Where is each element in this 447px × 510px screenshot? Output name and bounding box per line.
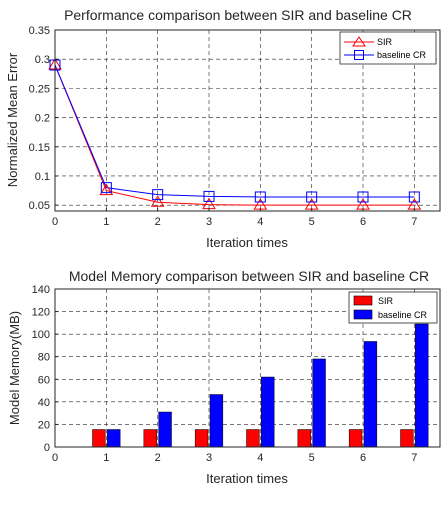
baseline-cr-bar [209, 394, 224, 448]
x-tick-label: 0 [52, 452, 58, 464]
bar-chart-panel: Model Memory comparison between SIR and … [7, 268, 441, 486]
series-line-baseline-cr [54, 64, 415, 198]
legend-sir-bar-label: SIR [378, 296, 394, 306]
x-tick-label: 3 [206, 452, 212, 464]
sir-bar [194, 429, 209, 448]
y-tick-label: 0.35 [29, 25, 50, 37]
y-tick-label: 0.05 [29, 200, 50, 212]
baseline-cr-data-point [100, 182, 112, 194]
baseline-cr-bar [363, 341, 378, 448]
line-chart-frame [54, 29, 441, 212]
line-chart-legend-box [339, 31, 437, 65]
baseline-cr-data-point [203, 190, 215, 202]
bar-chart-bars-group [92, 323, 429, 448]
x-tick-label: 2 [155, 216, 161, 228]
x-tick-label: 4 [257, 216, 263, 228]
legend-sir-triangle-marker [352, 36, 366, 47]
sir-data-point [99, 183, 114, 196]
x-tick-label: 7 [411, 452, 417, 464]
y-tick-label: 100 [32, 329, 50, 341]
legend-baseline-label: baseline CR [377, 50, 427, 60]
baseline-cr-data-point [152, 189, 164, 201]
x-tick-label: 6 [360, 216, 366, 228]
baseline-cr-data-point [357, 191, 369, 203]
x-tick-label: 6 [360, 452, 366, 464]
y-tick-label: 60 [38, 374, 50, 386]
y-tick-label: 140 [32, 284, 50, 296]
sir-bar [297, 429, 311, 448]
line-chart-ticks: 0 1 2 3 4 5 6 7 0.05 0.1 0.15 0.2 0.25 0.3 0.35 [29, 25, 418, 228]
bar-chart-legend: SIR baseline CR [348, 291, 438, 324]
y-tick-label: 0.2 [35, 113, 50, 125]
line-chart-grid [55, 30, 440, 211]
x-tick-label: 4 [257, 452, 263, 464]
x-tick-label: 7 [411, 216, 417, 228]
line-chart-panel: Performance comparison between SIR and b… [5, 7, 441, 250]
series-line-sir [54, 64, 415, 206]
y-tick-label: 0.3 [35, 54, 50, 66]
y-tick-label: 120 [32, 307, 50, 319]
y-tick-label: 20 [38, 419, 50, 431]
sir-bar [92, 429, 106, 448]
legend-sir-swatch [353, 295, 373, 306]
x-tick-label: 2 [155, 452, 161, 464]
baseline-cr-data-point [408, 191, 420, 203]
bar-chart-title: Model Memory comparison between SIR and … [69, 268, 429, 284]
y-tick-label: 0.1 [35, 171, 50, 183]
line-chart-title: Performance comparison between SIR and b… [64, 7, 412, 23]
y-tick-label: 0 [44, 442, 50, 454]
bar-chart-y-axis-label: Model Memory(MB) [7, 311, 22, 425]
legend-baseline-bar-label: baseline CR [378, 310, 428, 320]
baseline-cr-bar [312, 358, 326, 448]
x-tick-label: 5 [309, 452, 315, 464]
sir-bar [348, 429, 363, 448]
y-tick-label: 40 [38, 397, 50, 409]
sir-bar [246, 429, 260, 448]
sir-bar [400, 429, 414, 448]
baseline-cr-bar [261, 376, 275, 448]
bar-chart-grid [55, 289, 440, 447]
sir-bar [143, 429, 157, 448]
line-chart-x-axis-label: Iteration times [206, 235, 288, 250]
y-tick-label: 80 [38, 352, 50, 364]
bar-chart-frame [54, 288, 441, 448]
y-tick-label: 0.25 [29, 83, 50, 95]
line-chart-y-axis-label: Normalized Mean Error [5, 52, 20, 187]
line-chart-legend: SIR baseline CR [339, 31, 437, 65]
x-tick-label: 1 [103, 216, 109, 228]
legend-baseline-swatch [353, 309, 373, 320]
bar-chart-ticks: 0 1 2 3 4 5 6 7 0 20 40 60 80 100 120 140 [32, 284, 418, 464]
x-tick-label: 5 [309, 216, 315, 228]
y-tick-label: 0.15 [29, 142, 50, 154]
x-tick-label: 0 [52, 216, 58, 228]
bar-chart-x-axis-label: Iteration times [206, 471, 288, 486]
legend-sir-label: SIR [377, 37, 393, 47]
x-tick-label: 1 [103, 452, 109, 464]
x-tick-label: 3 [206, 216, 212, 228]
baseline-cr-data-point [254, 191, 266, 203]
baseline-cr-bar [415, 323, 429, 448]
legend-baseline-square-marker [354, 50, 364, 60]
baseline-cr-data-point [306, 191, 318, 203]
sir-data-point [150, 195, 165, 207]
baseline-cr-bar [158, 411, 172, 448]
baseline-cr-bar [107, 429, 121, 448]
